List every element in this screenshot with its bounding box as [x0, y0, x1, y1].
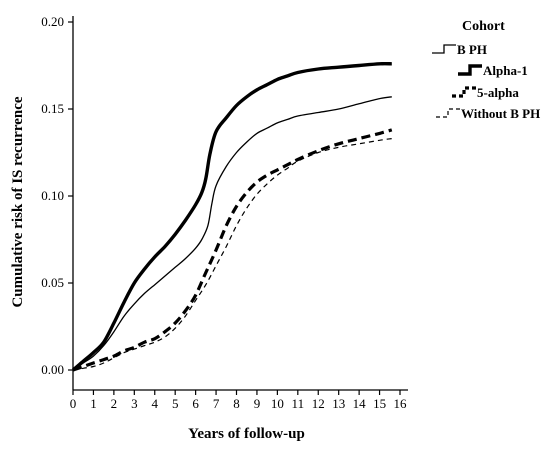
legend-label: Alpha-1: [483, 63, 528, 78]
y-tick-label: 0.20: [41, 14, 64, 29]
x-tick-label: 5: [172, 396, 179, 411]
y-axis-title: Cumulative risk of IS recurrence: [10, 96, 26, 307]
x-tick-label: 8: [233, 396, 240, 411]
x-tick-label: 7: [213, 396, 220, 411]
series-layer: [71, 61, 393, 372]
series-line-2: [71, 61, 392, 372]
x-tick-label: 16: [394, 396, 408, 411]
legend-swatch: [458, 64, 482, 76]
x-tick-label: 15: [373, 396, 386, 411]
x-axis-title: Years of follow-up: [188, 426, 305, 442]
x-tick-label: 6: [192, 396, 199, 411]
x-tick-label: 3: [131, 396, 138, 411]
series-line-1: [72, 96, 392, 371]
x-tick-label: 9: [254, 396, 261, 411]
series-line-3: [72, 128, 393, 372]
legend-label: 5-alpha: [477, 85, 519, 100]
y-tick-label: 0.00: [41, 362, 64, 377]
x-tick-label: 1: [90, 396, 97, 411]
y-tick-label: 0.10: [41, 188, 64, 203]
legend-swatch: [436, 108, 460, 118]
x-tick-label: 13: [332, 396, 345, 411]
axes: 0.000.050.100.150.200 1 2 3 4 5 6 7 8 9 10 11 12 13 14…: [41, 14, 408, 411]
x-tick-label: 4: [152, 396, 159, 411]
y-tick-label: 0.05: [41, 275, 64, 290]
legend: Cohort B PH Alpha-1 5-alpha Without B PH: [432, 19, 540, 121]
legend-label: B PH: [457, 42, 487, 57]
x-tick-label: 14: [353, 396, 367, 411]
y-tick-label: 0.15: [41, 101, 64, 116]
legend-title: Cohort: [462, 19, 505, 34]
legend-swatch: [452, 86, 476, 98]
x-tick-label: 12: [312, 396, 325, 411]
legend-swatch: [432, 44, 456, 54]
x-tick-label: 11: [292, 396, 305, 411]
series-line-4: [72, 138, 392, 371]
x-tick-label: 10: [271, 396, 284, 411]
x-tick-label: 0: [70, 396, 77, 411]
x-tick-label: 2: [111, 396, 118, 411]
legend-label: Without B PH: [461, 106, 540, 121]
